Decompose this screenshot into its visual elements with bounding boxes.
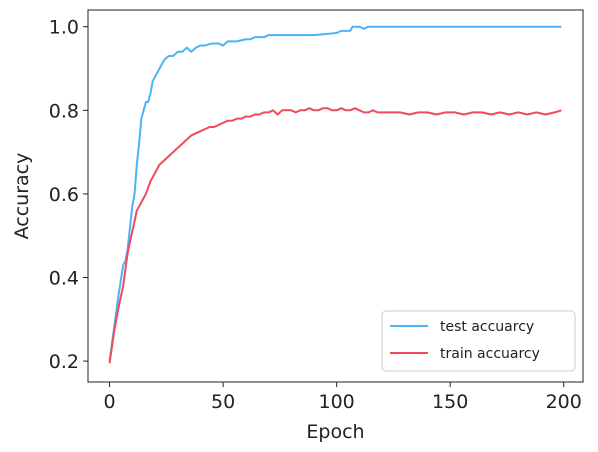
y-tick-label: 0.4 — [49, 268, 79, 290]
plot-frame — [87, 9, 584, 383]
y-tick-label: 0.2 — [49, 351, 79, 373]
legend-label-train: train accuarcy — [440, 346, 540, 362]
x-tick-label: 100 — [319, 391, 355, 413]
legend-label-test: test accuarcy — [440, 319, 534, 335]
series-line-test — [108, 25, 562, 362]
y-tick-label: 0.6 — [49, 184, 79, 206]
legend: test accuarcy train accuarcy — [381, 310, 576, 372]
series-layer — [108, 25, 562, 364]
y-tick-label: 1.0 — [49, 17, 79, 39]
x-tick-label: 0 — [104, 391, 116, 413]
y-tick-label: 0.8 — [49, 100, 79, 122]
x-tick-label: 200 — [546, 391, 582, 413]
x-tick-label: 50 — [211, 391, 235, 413]
series-line-train — [108, 107, 562, 364]
ticks-layer: 0 50 100 150 200 0.2 0.4 0.6 0.8 1.0 — [49, 17, 582, 413]
legend-box — [381, 310, 576, 372]
x-tick-label: 150 — [432, 391, 468, 413]
y-axis-label: Accuracy — [11, 153, 33, 240]
x-axis-label: Epoch — [306, 421, 364, 443]
